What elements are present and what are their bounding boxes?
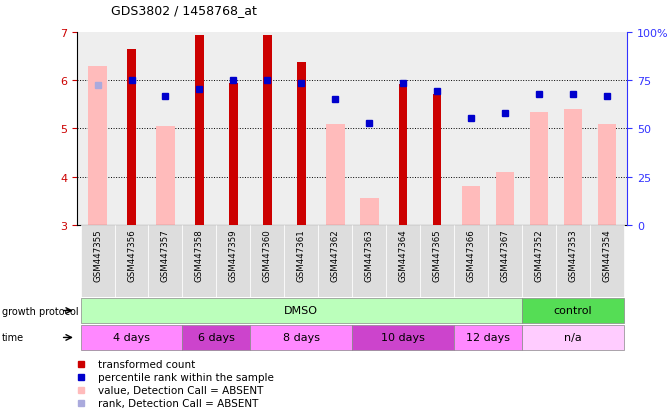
FancyBboxPatch shape [590,225,624,297]
Text: DMSO: DMSO [285,305,318,315]
Text: GSM447352: GSM447352 [535,229,544,281]
FancyBboxPatch shape [148,225,183,297]
Bar [529,112,548,225]
FancyBboxPatch shape [183,325,250,350]
Text: GSM447366: GSM447366 [466,229,476,281]
Text: GSM447357: GSM447357 [161,229,170,281]
Text: 10 days: 10 days [381,332,425,342]
FancyBboxPatch shape [318,225,352,297]
Bar [433,95,442,225]
Bar [156,127,175,225]
FancyBboxPatch shape [420,225,454,297]
Text: GSM447353: GSM447353 [568,229,578,281]
Text: GSM447356: GSM447356 [127,229,136,281]
Text: GSM447367: GSM447367 [501,229,509,281]
Text: GSM447362: GSM447362 [331,229,340,281]
Bar [229,83,238,225]
FancyBboxPatch shape [522,325,624,350]
FancyBboxPatch shape [250,325,352,350]
Text: GSM447361: GSM447361 [297,229,306,281]
Bar [360,199,378,225]
Text: 12 days: 12 days [466,332,510,342]
Bar [564,110,582,225]
FancyBboxPatch shape [386,225,420,297]
FancyBboxPatch shape [556,225,590,297]
Text: growth protocol: growth protocol [2,306,79,316]
FancyBboxPatch shape [81,325,183,350]
Bar [326,124,345,225]
FancyBboxPatch shape [183,225,217,297]
FancyBboxPatch shape [522,225,556,297]
FancyBboxPatch shape [115,225,148,297]
Bar [263,36,272,225]
Bar [399,85,407,225]
FancyBboxPatch shape [352,325,454,350]
Text: GSM447360: GSM447360 [263,229,272,281]
FancyBboxPatch shape [81,225,115,297]
Text: rank, Detection Call = ABSENT: rank, Detection Call = ABSENT [97,399,258,408]
Text: GDS3802 / 1458768_at: GDS3802 / 1458768_at [111,4,256,17]
Text: GSM447358: GSM447358 [195,229,204,281]
Text: value, Detection Call = ABSENT: value, Detection Call = ABSENT [97,385,263,395]
Text: 8 days: 8 days [283,332,320,342]
FancyBboxPatch shape [285,225,318,297]
Bar [598,124,617,225]
Text: GSM447364: GSM447364 [399,229,408,281]
FancyBboxPatch shape [250,225,285,297]
Bar [462,187,480,225]
Bar [297,63,305,225]
Bar [195,36,204,225]
FancyBboxPatch shape [81,299,522,323]
Text: control: control [554,305,592,315]
FancyBboxPatch shape [454,225,488,297]
Text: transformed count: transformed count [97,359,195,369]
Text: GSM447359: GSM447359 [229,229,238,281]
FancyBboxPatch shape [454,325,522,350]
FancyBboxPatch shape [217,225,250,297]
FancyBboxPatch shape [522,299,624,323]
Text: GSM447354: GSM447354 [603,229,611,281]
Text: GSM447365: GSM447365 [433,229,442,281]
Text: GSM447363: GSM447363 [365,229,374,281]
Bar [88,66,107,225]
Bar [127,50,136,225]
Text: n/a: n/a [564,332,582,342]
Text: 4 days: 4 days [113,332,150,342]
Bar [496,172,515,225]
Text: GSM447355: GSM447355 [93,229,102,281]
Text: time: time [2,332,24,343]
Text: percentile rank within the sample: percentile rank within the sample [97,372,274,382]
FancyBboxPatch shape [488,225,522,297]
Text: 6 days: 6 days [198,332,235,342]
FancyBboxPatch shape [352,225,386,297]
